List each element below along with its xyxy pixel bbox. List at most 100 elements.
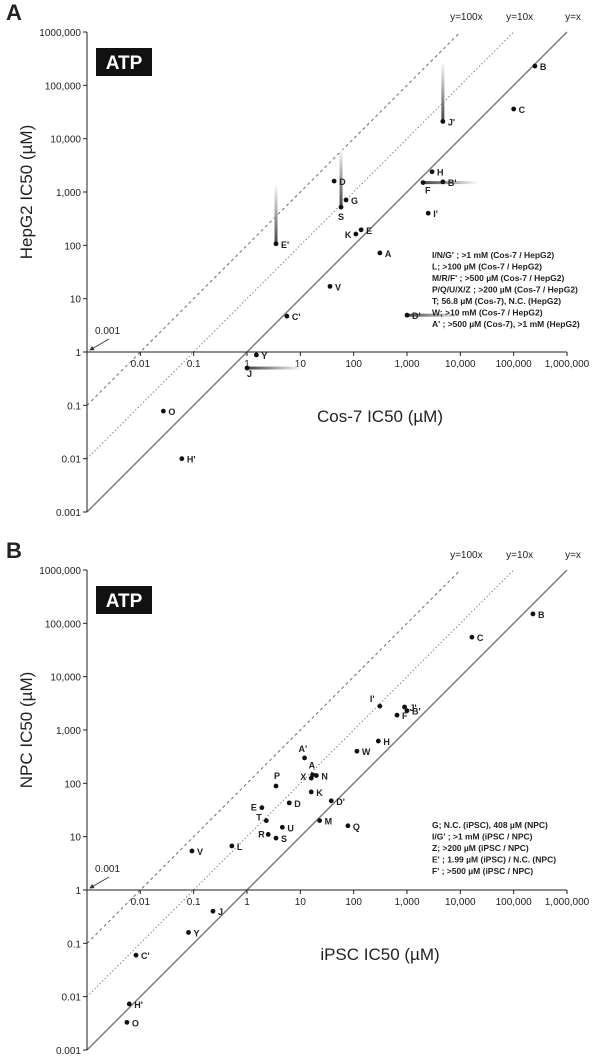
note: E' ; 1.99 µM (iPSC) / N.C. (NPC)	[432, 855, 556, 865]
data-point	[345, 823, 351, 829]
y-tick-label: 10	[70, 833, 82, 844]
y-tick-label: 0.01	[62, 455, 82, 466]
data-point	[133, 952, 139, 958]
point-label: E'	[281, 240, 289, 250]
point-label: L	[237, 842, 243, 852]
point-label: D'	[412, 311, 421, 321]
y-tick-label: 0.001	[56, 508, 81, 519]
y-tick-label: 1	[75, 348, 81, 359]
x-tick-label: 1,000	[394, 359, 419, 370]
data-point	[377, 250, 383, 256]
data-point	[210, 908, 216, 914]
note: M/R/F' ; >500 µM (Cos-7 / HepG2)	[432, 273, 564, 283]
data-point	[273, 241, 279, 247]
data-point	[532, 63, 538, 69]
data-point	[328, 798, 334, 804]
point-label: C'	[141, 951, 150, 961]
point-label: Q	[353, 822, 360, 832]
point-label: H	[437, 168, 444, 178]
data-point	[284, 313, 290, 319]
x-tick-label: 1,000	[394, 897, 419, 908]
point-label: E	[366, 226, 372, 236]
data-point	[244, 365, 250, 371]
data-point	[425, 210, 431, 216]
data-point	[265, 832, 271, 837]
data-point	[375, 738, 381, 744]
data-point	[511, 106, 517, 112]
point-label: V	[197, 847, 203, 857]
point-label: B'	[448, 178, 457, 188]
data-point	[440, 119, 446, 124]
note: G; N.C. (iPSC), 408 µM (NPC)	[432, 820, 548, 830]
point-label: J	[247, 369, 252, 379]
note: F' ; >500 µM (iPSC / NPC)	[432, 866, 533, 876]
y-tick-label: 0.01	[62, 993, 82, 1004]
data-point	[377, 703, 383, 709]
reference-line	[86, 31, 568, 513]
note: A' ; >500 µM (Cos-7), >1 mM (HepG2)	[432, 319, 580, 329]
data-point	[404, 312, 410, 318]
point-label: A	[385, 249, 392, 259]
x-axis-label: Cos-7 IC50 (µM)	[317, 407, 443, 426]
data-point	[530, 611, 536, 617]
point-label: J'	[448, 117, 455, 127]
point-label: N	[321, 772, 328, 782]
data-point	[317, 818, 323, 824]
data-point	[308, 789, 314, 795]
x-tick-label: 10	[295, 897, 307, 908]
x-tick-label: 1,000,000	[545, 897, 590, 908]
y-axis-label: NPC IC50 (µM)	[17, 672, 36, 789]
origin-arrow	[89, 876, 110, 889]
y-tick-label: 1000,000	[39, 566, 81, 577]
origin-arrow	[89, 338, 110, 351]
note: P/Q/U/X/Z ; >200 µM (Cos-7 / HepG2)	[432, 285, 578, 295]
y-tick-label: 10	[70, 295, 82, 306]
point-label: U	[287, 823, 294, 833]
badge-bg	[96, 586, 152, 614]
y-tick-label: 10,000	[50, 673, 81, 684]
reference-line	[86, 569, 461, 944]
y-tick-label: 1	[75, 886, 81, 897]
point-label: D'	[336, 797, 345, 807]
data-point	[126, 1001, 132, 1007]
data-point	[273, 835, 279, 841]
data-point	[440, 179, 446, 185]
x-tick-label: 100	[345, 897, 362, 908]
reference-line-label: y=10x	[506, 12, 533, 23]
note: Z; >200 µM (iPSC / NPC)	[432, 843, 529, 853]
reference-line-label: y=x	[565, 12, 581, 23]
point-label: W	[362, 747, 371, 757]
point-label: C	[477, 633, 484, 643]
x-tick-label: 100,000	[496, 359, 533, 370]
reference-line-label: y=100x	[450, 12, 483, 23]
panel-letter: B	[6, 538, 22, 563]
data-point	[189, 848, 195, 854]
y-tick-label: 0.001	[56, 1046, 81, 1056]
data-point	[259, 805, 265, 811]
data-point	[429, 169, 435, 175]
reference-line-label: y=x	[565, 550, 581, 561]
note: W; >10 mM (Cos-7 / HepG2)	[432, 308, 543, 318]
x-tick-label: 0.01	[131, 359, 151, 370]
censor-bar	[339, 147, 343, 208]
y-tick-label: 0.1	[67, 401, 81, 412]
point-label: B'	[412, 707, 421, 717]
x-tick-label: 1	[244, 359, 250, 370]
x-tick-label: 100	[345, 359, 362, 370]
x-tick-label: 10,000	[445, 897, 476, 908]
point-label: D	[294, 799, 301, 809]
point-label: F	[425, 186, 431, 196]
data-point	[343, 197, 349, 203]
y-tick-label: 10,000	[50, 135, 81, 146]
reference-line	[86, 31, 515, 460]
x-tick-label: 1,000,000	[545, 359, 590, 370]
data-point	[353, 231, 359, 237]
point-label: I'	[433, 209, 438, 219]
point-label: J'	[410, 703, 417, 713]
point-label: Y	[193, 928, 199, 938]
reference-line	[86, 569, 515, 998]
point-label: G	[351, 196, 358, 206]
y-axis-label: HepG2 IC50 (µM)	[17, 125, 36, 260]
point-label: X	[300, 772, 306, 782]
